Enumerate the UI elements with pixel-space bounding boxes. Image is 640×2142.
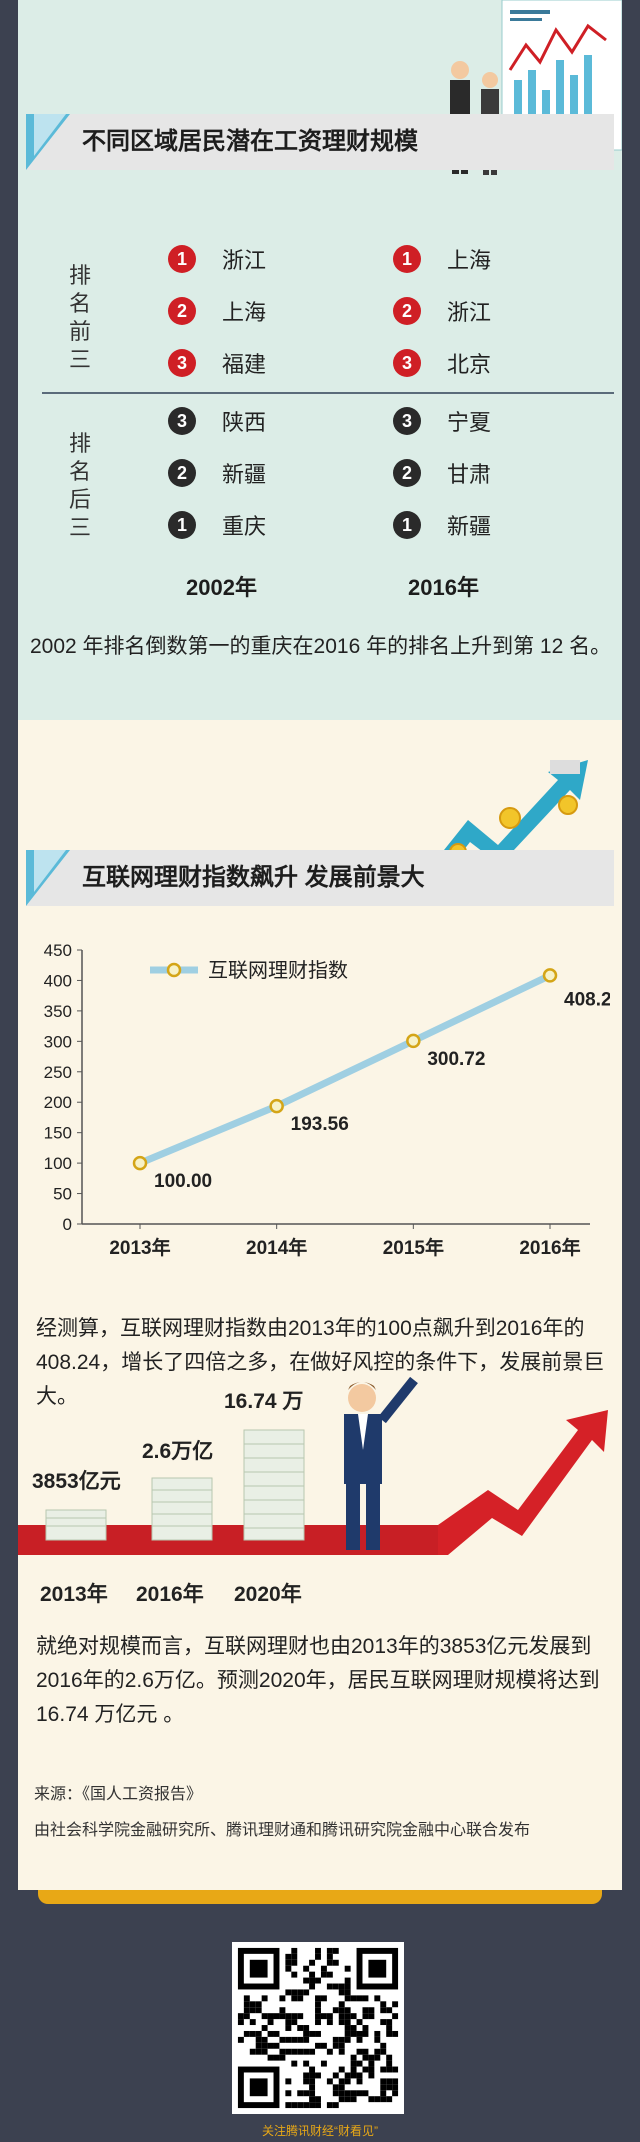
right-border xyxy=(622,0,640,1890)
y-tick-label: 0 xyxy=(63,1215,72,1234)
year-2002-label: 2002年 xyxy=(186,575,257,600)
index-line-chart: 0 50 100 150 200 250 300 350 400 450 2013年 2014年 201… xyxy=(44,942,610,1259)
y-tick-label: 200 xyxy=(44,1093,72,1112)
data-point xyxy=(406,1033,421,1049)
data-point xyxy=(542,968,558,983)
province-name: 福建 xyxy=(222,352,267,377)
province-name: 浙江 xyxy=(447,300,492,325)
legend-marker xyxy=(166,962,182,978)
rank-divider xyxy=(42,392,614,394)
publisher-line: 由社会科学院金融研究所、腾讯理财通和腾讯研究院金融中心联合发布 xyxy=(34,1822,531,1839)
rank-2016-top-3: 3 北京 xyxy=(393,346,491,380)
bottom-three-label-text: 排名后三 xyxy=(68,431,91,540)
rank-number-badge: 2 xyxy=(168,297,196,325)
scale-growth-illustration xyxy=(18,1376,608,1555)
money-stack-2013 xyxy=(45,1509,107,1541)
rank-2002-top-1: 1 浙江 xyxy=(168,242,266,276)
y-tick-label: 400 xyxy=(44,971,72,990)
rank-2016-bottom-3: 3 宁夏 xyxy=(393,404,491,438)
money-stack-2016 xyxy=(151,1477,213,1541)
data-point xyxy=(269,1098,284,1114)
x-tick-label: 2014年 xyxy=(246,1236,307,1259)
rank-2002-top-2: 2 上海 xyxy=(168,294,266,328)
ranking-note: 2002 年排名倒数第一的重庆在2016 年的排名上升到第 12 名。 xyxy=(30,635,612,658)
year-2016-label: 2016年 xyxy=(408,575,479,600)
scale-paragraph: 就绝对规模而言，互联网理财也由2013年的3853亿元发展到2016年的2.6万… xyxy=(36,1635,600,1726)
rank-2002-bottom-3: 3 陕西 xyxy=(168,404,266,438)
growth-year-2013: 2013年 xyxy=(40,1583,108,1606)
rank-2016-top-2: 2 浙江 xyxy=(393,294,491,328)
rank-number-badge: 3 xyxy=(168,407,196,435)
y-tick-label: 100 xyxy=(44,1154,72,1173)
province-name: 重庆 xyxy=(222,514,267,539)
money-stack-2020 xyxy=(243,1429,305,1541)
section2-title: 互联网理财指数飙升 发展前景大 xyxy=(82,864,425,891)
data-label: 193.56 xyxy=(291,1114,349,1135)
province-name: 陕西 xyxy=(222,410,267,435)
rank-number-badge: 3 xyxy=(168,349,196,377)
rank-number-badge: 2 xyxy=(168,459,196,487)
growth-value-2020: 16.74 万 xyxy=(224,1390,304,1413)
y-tick-label: 300 xyxy=(44,1032,72,1051)
top-three-label: 排名前三 xyxy=(68,262,92,374)
growth-year-2016: 2016年 xyxy=(136,1583,204,1606)
y-tick-label: 50 xyxy=(53,1185,72,1204)
source-line: 来源：《国人工资报告》 xyxy=(34,1786,203,1803)
bottom-three-label: 排名后三 xyxy=(68,430,92,542)
x-tick-label: 2015年 xyxy=(383,1236,444,1259)
rank-number-badge: 1 xyxy=(393,245,421,273)
rank-number-badge: 1 xyxy=(168,511,196,539)
province-name: 上海 xyxy=(447,248,492,273)
growth-value-2013: 3853亿元 xyxy=(32,1470,121,1493)
province-name: 北京 xyxy=(447,352,492,377)
data-label: 408.24 xyxy=(564,989,610,1010)
rank-2002-bottom-1: 1 重庆 xyxy=(168,508,266,542)
rank-number-badge: 2 xyxy=(393,459,421,487)
data-label: 300.72 xyxy=(427,1049,485,1070)
section1-title: 不同区域居民潜在工资理财规模 xyxy=(82,128,418,155)
province-name: 甘肃 xyxy=(447,462,492,487)
data-point xyxy=(132,1155,148,1171)
region-ranking-section: 不同区域居民潜在工资理财规模 排名前三 排名后三 1 浙江 2 上海 3 福建 1 上海… xyxy=(18,0,622,720)
rank-number-badge: 3 xyxy=(393,349,421,377)
rank-2016-bottom-2: 2 甘肃 xyxy=(393,456,491,490)
rank-2002-top-3: 3 福建 xyxy=(168,346,266,380)
footer: 关注腾讯财经“财看见” xyxy=(0,1890,640,2142)
y-tick-label: 350 xyxy=(44,1002,72,1021)
province-name: 浙江 xyxy=(222,248,267,273)
x-tick-label: 2016年 xyxy=(519,1236,580,1259)
growth-value-2016: 2.6万亿 xyxy=(142,1440,214,1463)
rank-number-badge: 1 xyxy=(393,511,421,539)
rank-number-badge: 1 xyxy=(168,245,196,273)
qr-code[interactable] xyxy=(232,1942,404,2114)
section1-title-banner: 不同区域居民潜在工资理财规模 xyxy=(26,114,614,170)
section2-title-banner: 互联网理财指数飙升 发展前景大 xyxy=(26,850,614,906)
internet-finance-section: 互联网理财指数飙升 发展前景大 0 50 100 150 200 250 300 350 400… xyxy=(18,720,622,1890)
rank-2002-bottom-2: 2 新疆 xyxy=(168,456,266,490)
x-tick-label: 2013年 xyxy=(109,1236,170,1259)
province-name: 新疆 xyxy=(447,514,492,539)
rank-2016-top-1: 1 上海 xyxy=(393,242,491,276)
y-tick-label: 450 xyxy=(44,942,72,960)
legend-label: 互联网理财指数 xyxy=(208,959,348,982)
rank-2016-bottom-1: 1 新疆 xyxy=(393,508,491,542)
gold-bar xyxy=(38,1890,602,1904)
y-tick-label: 250 xyxy=(44,1063,72,1082)
data-label: 100.00 xyxy=(154,1171,212,1192)
growth-year-2020: 2020年 xyxy=(234,1583,302,1606)
index-paragraph: 经测算，互联网理财指数由2013年的100点飙升到2016年的408.24，增长… xyxy=(36,1317,605,1408)
province-name: 上海 xyxy=(222,300,267,325)
province-name: 宁夏 xyxy=(447,410,492,435)
rank-number-badge: 3 xyxy=(393,407,421,435)
province-name: 新疆 xyxy=(222,462,267,487)
left-border xyxy=(0,0,18,1890)
top-three-label-text: 排名前三 xyxy=(68,263,91,372)
businessman-pointing xyxy=(344,1376,418,1550)
series-line xyxy=(138,972,552,1167)
follow-caption: 关注腾讯财经“财看见” xyxy=(262,2124,378,2138)
y-tick-label: 150 xyxy=(44,1124,72,1143)
rank-number-badge: 2 xyxy=(393,297,421,325)
